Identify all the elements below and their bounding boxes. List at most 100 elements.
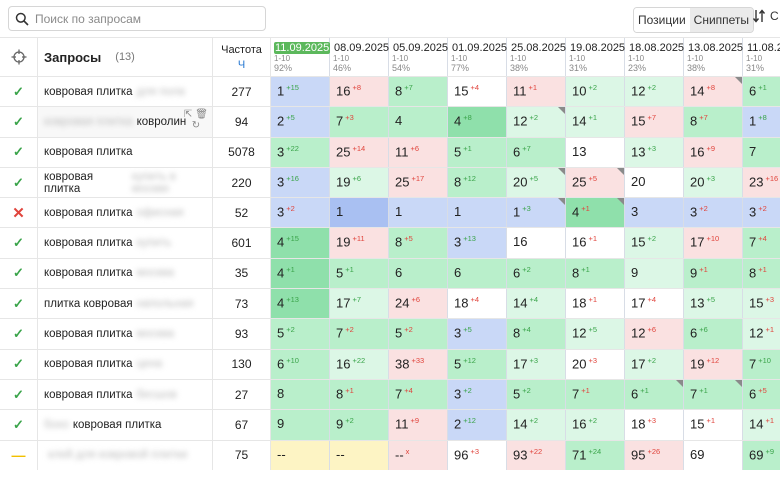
- query-cell[interactable]: плитка ковровая напольная: [38, 289, 213, 319]
- position-cell[interactable]: 15 +4: [448, 77, 507, 107]
- position-cell[interactable]: 6 +1: [625, 379, 684, 410]
- position-cell[interactable]: 16 +22: [330, 349, 389, 379]
- query-cell[interactable]: ковровая плитка купить: [38, 228, 213, 258]
- position-cell[interactable]: 17 +3: [507, 349, 566, 379]
- position-cell[interactable]: 3 +5: [448, 319, 507, 349]
- position-cell[interactable]: 14 +1: [566, 107, 625, 137]
- position-cell[interactable]: 6 +5: [743, 379, 780, 410]
- toggle-positions[interactable]: Позиции: [634, 8, 690, 32]
- status-cell[interactable]: ✓: [0, 137, 38, 167]
- queries-header[interactable]: Запросы (13): [38, 38, 213, 76]
- position-cell[interactable]: 5 +12: [448, 349, 507, 379]
- query-cell[interactable]: ковровая плитка бесшов: [38, 379, 213, 410]
- position-cell[interactable]: 38 +33: [389, 349, 448, 379]
- status-cell[interactable]: ✓: [0, 77, 38, 107]
- query-cell[interactable]: ковровая плитка: [38, 137, 213, 167]
- position-cell[interactable]: 96 +3: [448, 440, 507, 470]
- position-cell[interactable]: 8 +5: [389, 228, 448, 258]
- date-column-header[interactable]: 13.08.2025 1-10 38%: [684, 38, 743, 76]
- position-cell[interactable]: 19 +11: [330, 228, 389, 258]
- date-column-header[interactable]: 19.08.2025 1-10 31%: [566, 38, 625, 76]
- position-cell[interactable]: 16 +1: [566, 228, 625, 258]
- position-cell[interactable]: 12 +2: [507, 107, 566, 137]
- position-cell[interactable]: 16 +9: [684, 137, 743, 167]
- position-cell[interactable]: 11 +1: [507, 77, 566, 107]
- query-cell[interactable]: ковровая плитка офисная: [38, 198, 213, 228]
- position-cell[interactable]: 11 +9: [389, 410, 448, 440]
- position-cell[interactable]: 5 +1: [330, 258, 389, 289]
- position-cell[interactable]: 6 +10: [271, 349, 330, 379]
- search-box[interactable]: [8, 6, 266, 31]
- position-cell[interactable]: 7 +1: [566, 379, 625, 410]
- position-cell[interactable]: 12 +2: [625, 77, 684, 107]
- freq-sub[interactable]: Ч: [237, 58, 246, 71]
- position-cell[interactable]: 4: [389, 107, 448, 137]
- position-cell[interactable]: 3 +22: [271, 137, 330, 167]
- position-cell[interactable]: 25 +17: [389, 167, 448, 198]
- status-cell[interactable]: ✓: [0, 228, 38, 258]
- position-cell[interactable]: 13: [566, 137, 625, 167]
- position-cell[interactable]: 2 +12: [448, 410, 507, 440]
- position-cell[interactable]: 24 +6: [389, 289, 448, 319]
- position-cell[interactable]: 7 +4: [743, 228, 780, 258]
- position-cell[interactable]: 3 +2: [684, 198, 743, 228]
- position-cell[interactable]: 14 +8: [684, 77, 743, 107]
- position-cell[interactable]: --: [271, 440, 330, 470]
- position-cell[interactable]: 9 +2: [330, 410, 389, 440]
- position-cell[interactable]: 7 +2: [330, 319, 389, 349]
- date-column-header[interactable]: 11.08.2 1-10 31%: [743, 38, 780, 76]
- date-column-header[interactable]: 18.08.2025 1-10 23%: [625, 38, 684, 76]
- position-cell[interactable]: 4 +13: [271, 289, 330, 319]
- position-cell[interactable]: 18 +4: [448, 289, 507, 319]
- position-cell[interactable]: 20 +5: [507, 167, 566, 198]
- position-cell[interactable]: 6 +6: [684, 319, 743, 349]
- position-cell[interactable]: 17 +10: [684, 228, 743, 258]
- position-cell[interactable]: 12 +6: [625, 319, 684, 349]
- position-cell[interactable]: 4 +8: [448, 107, 507, 137]
- freq-header[interactable]: Частота Ч: [213, 38, 271, 76]
- position-cell[interactable]: 7 +3: [330, 107, 389, 137]
- date-column-header[interactable]: 08.09.2025 1-10 46%: [330, 38, 389, 76]
- position-cell[interactable]: 8 +1: [743, 258, 780, 289]
- status-cell[interactable]: ✕: [0, 198, 38, 228]
- position-cell[interactable]: 6: [448, 258, 507, 289]
- position-cell[interactable]: 14 +4: [507, 289, 566, 319]
- position-cell[interactable]: 13 +5: [684, 289, 743, 319]
- search-input[interactable]: [35, 11, 255, 26]
- position-cell[interactable]: 14 +1: [743, 410, 780, 440]
- position-cell[interactable]: 5 +1: [448, 137, 507, 167]
- position-cell[interactable]: 1: [330, 198, 389, 228]
- position-cell[interactable]: 16: [507, 228, 566, 258]
- position-cell[interactable]: 2 +5: [271, 107, 330, 137]
- target-icon-cell[interactable]: [0, 38, 38, 76]
- status-cell[interactable]: ✓: [0, 379, 38, 410]
- position-cell[interactable]: 15 +7: [625, 107, 684, 137]
- query-cell[interactable]: ковровая плитка купить в москве: [38, 167, 213, 198]
- date-column-header[interactable]: 11.09.2025 1-10 92%: [271, 38, 331, 76]
- position-cell[interactable]: 12 +5: [566, 319, 625, 349]
- position-cell[interactable]: 6 +7: [507, 137, 566, 167]
- position-cell[interactable]: 3 +2: [448, 379, 507, 410]
- position-cell[interactable]: 8 +12: [448, 167, 507, 198]
- position-cell[interactable]: 20: [625, 167, 684, 198]
- query-cell[interactable]: ковровая плитка цена: [38, 349, 213, 379]
- position-cell[interactable]: 11 +6: [389, 137, 448, 167]
- position-cell[interactable]: 6 +2: [507, 258, 566, 289]
- status-cell[interactable]: —: [0, 440, 38, 470]
- position-cell[interactable]: 1 +15: [271, 77, 330, 107]
- sort-button[interactable]: С: [752, 9, 779, 23]
- status-cell[interactable]: ✓: [0, 289, 38, 319]
- position-cell[interactable]: 3 +16: [271, 167, 330, 198]
- position-cell[interactable]: 5 +2: [389, 319, 448, 349]
- trash-icon[interactable]: 🗑: [195, 109, 208, 121]
- position-cell[interactable]: 7 +4: [389, 379, 448, 410]
- position-cell[interactable]: 8: [271, 379, 330, 410]
- position-cell[interactable]: 15 +2: [625, 228, 684, 258]
- date-column-header[interactable]: 05.09.2025 1-10 54%: [389, 38, 448, 76]
- query-cell[interactable]: ковровая плитка москва: [38, 258, 213, 289]
- position-cell[interactable]: 8 +7: [684, 107, 743, 137]
- position-cell[interactable]: 1 +8: [743, 107, 780, 137]
- position-cell[interactable]: 3 +2: [271, 198, 330, 228]
- status-cell[interactable]: ✓: [0, 258, 38, 289]
- position-cell[interactable]: 3: [625, 198, 684, 228]
